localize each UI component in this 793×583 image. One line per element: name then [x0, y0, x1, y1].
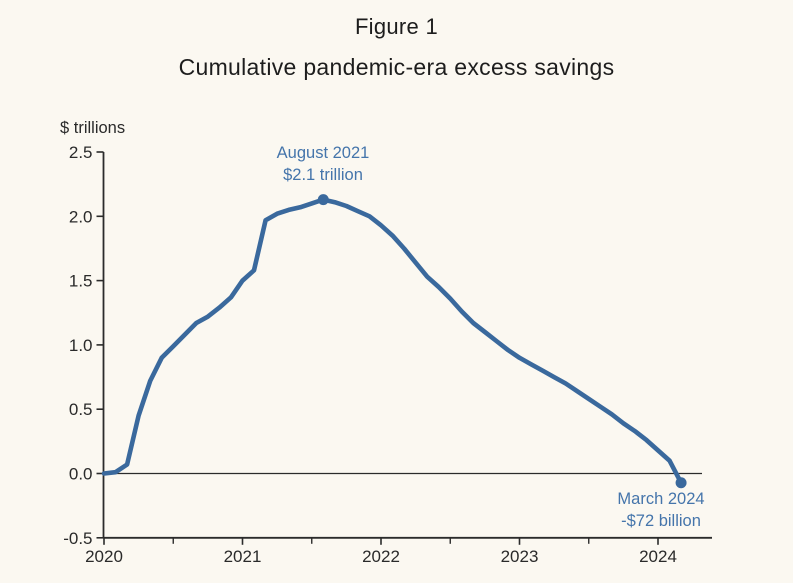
x-tick-label: 2020 — [85, 547, 123, 566]
y-tick-label: 2.0 — [69, 207, 93, 226]
x-tick-label: 2023 — [501, 547, 539, 566]
figure-title: Cumulative pandemic-era excess savings — [178, 54, 615, 80]
x-tick-label: 2022 — [362, 547, 400, 566]
y-tick-label: -0.5 — [63, 529, 92, 548]
y-axis-unit-label: $ trillions — [60, 119, 126, 137]
x-tick-label: 2021 — [224, 547, 262, 566]
annotation-peak-line2: $2.1 trillion — [283, 165, 363, 184]
annotation-peak-line1: August 2021 — [276, 144, 370, 162]
annotation-end-line2: -$72 billion — [621, 511, 701, 530]
figure-label: Figure 1 — [354, 14, 439, 39]
x-tick-label: 2024 — [639, 547, 677, 566]
annotation-peak: August 2021 $2.1 trillion — [223, 143, 423, 186]
y-tick-label: 1.0 — [69, 336, 93, 355]
end-marker-dot — [675, 477, 687, 489]
annotation-end: March 2024 -$72 billion — [561, 489, 761, 532]
y-tick-label: 1.5 — [69, 272, 93, 291]
excess-savings-series-line — [101, 197, 684, 486]
y-tick-label: 0.5 — [69, 400, 93, 419]
annotation-end-line1: March 2024 — [617, 490, 705, 508]
y-tick-label: 2.5 — [69, 143, 93, 162]
peak-marker-dot — [317, 194, 329, 206]
y-tick-label: 0.0 — [69, 465, 93, 484]
